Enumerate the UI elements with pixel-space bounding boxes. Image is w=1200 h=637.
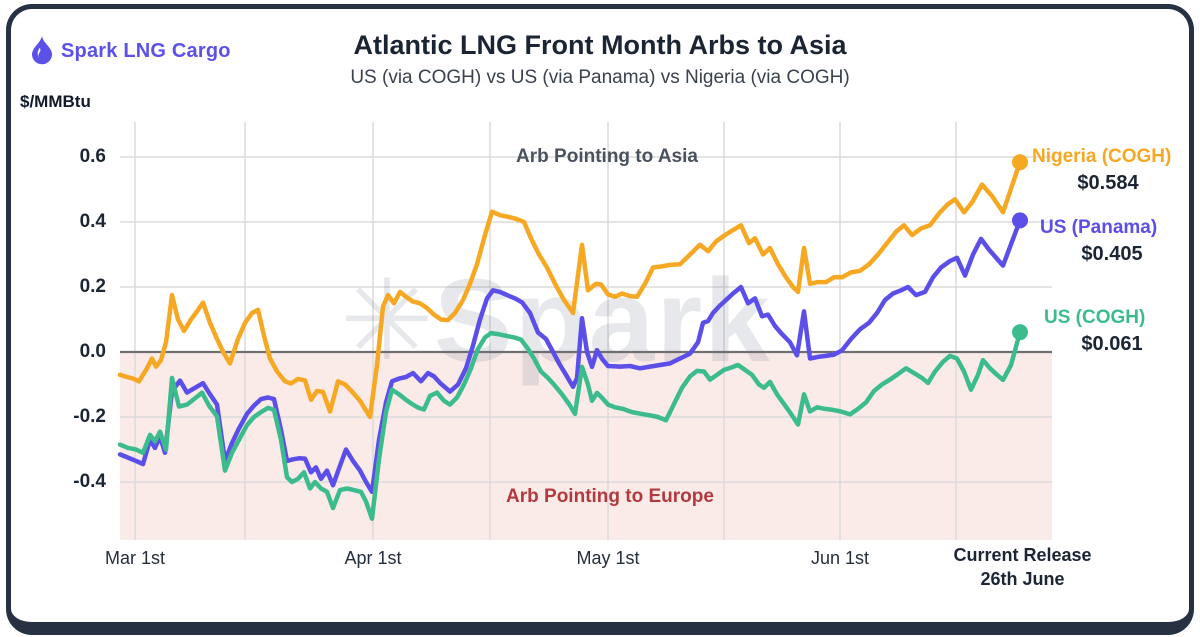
legend-label-us-panama: US (Panama) (1040, 217, 1158, 238)
y-tick-label: 0.2 (79, 276, 106, 297)
y-tick-label: 0.6 (79, 146, 106, 167)
x-tick-label: Mar 1st (104, 548, 165, 568)
y-tick-label: -0.4 (73, 471, 106, 492)
logo-text: Spark LNG Cargo (61, 39, 231, 62)
legend-value-us-panama: $0.405 (1081, 243, 1143, 265)
annotation-arb-to-asia: Arb Pointing to Asia (516, 146, 698, 167)
series-line-nigeria-cogh- (117, 159, 1023, 420)
series-end-dot-us-cogh- (1012, 324, 1028, 341)
chart-subtitle: US (via COGH) vs US (via Panama) vs Nige… (350, 67, 850, 88)
x-tick-label: May 1st (576, 548, 640, 568)
y-tick-label: 0.0 (79, 341, 106, 362)
series-line-us-cogh- (117, 329, 1023, 521)
legend-label-us-cogh: US (COGH) (1044, 307, 1146, 328)
page-title: Atlantic LNG Front Month Arbs to Asia (353, 30, 847, 60)
legend-value-us-cogh: $0.061 (1081, 333, 1143, 355)
legend-label-nigeria-cogh: Nigeria (COGH) (1032, 146, 1172, 167)
current-release-line2: 26th June (980, 568, 1065, 589)
x-tick-label: Apr 1st (344, 548, 402, 568)
y-axis-unit-label: $/MMBtu (20, 92, 91, 111)
x-tick-label: Jun 1st (810, 548, 870, 568)
flame-icon (32, 36, 53, 65)
y-tick-label: -0.2 (73, 406, 106, 427)
series-line-us-panama- (117, 218, 1023, 495)
current-release-line1: Current Release (953, 545, 1092, 565)
series-end-dot-nigeria-cogh- (1012, 154, 1028, 171)
series-end-dot-us-panama- (1012, 212, 1028, 229)
current-release-label: Current Release 26th June (935, 544, 1110, 592)
y-tick-label: 0.4 (79, 211, 106, 232)
annotation-arb-to-europe: Arb Pointing to Europe (506, 486, 714, 507)
legend-value-nigeria-cogh: $0.584 (1077, 172, 1139, 194)
header-logo: Spark LNG Cargo (30, 36, 231, 66)
